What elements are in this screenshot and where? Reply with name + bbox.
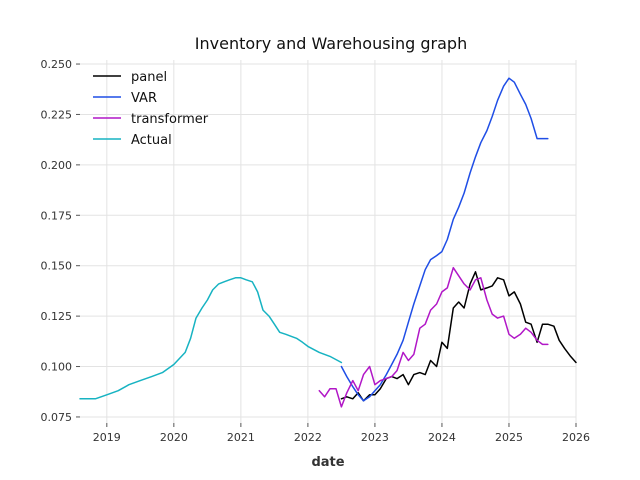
grid-lines — [80, 60, 577, 423]
y-tick-label: 0.250 — [41, 58, 73, 71]
legend-label: transformer — [131, 112, 209, 127]
x-tick-label: 2026 — [562, 431, 590, 444]
x-axis-title: date — [311, 455, 344, 470]
legend-label: Actual — [131, 133, 172, 148]
x-tick-label: 2024 — [428, 431, 456, 444]
legend-label: panel — [131, 70, 167, 85]
series-lines — [79, 77, 577, 408]
y-tick-label: 0.225 — [41, 108, 73, 121]
x-tick-label: 2023 — [361, 431, 389, 444]
y-tick-label: 0.075 — [41, 411, 73, 424]
x-tick-label: 2019 — [93, 431, 121, 444]
series-line-actual — [79, 277, 343, 400]
y-tick-label: 0.100 — [41, 361, 73, 374]
series-line-panel — [340, 271, 577, 402]
y-tick-label: 0.150 — [41, 260, 73, 273]
chart-title: Inventory and Warehousing graph — [195, 34, 467, 53]
x-tick-label: 2022 — [294, 431, 322, 444]
legend-label: VAR — [131, 91, 157, 106]
x-tick-label: 2025 — [495, 431, 523, 444]
series-line-transformer — [318, 266, 549, 408]
x-tick-label: 2021 — [227, 431, 255, 444]
axis-ticks: 2019 2020 2021 2022 2023 2024 2025 2026 0.075 0.1… — [41, 58, 591, 444]
y-tick-label: 0.175 — [41, 209, 73, 222]
series-line-var — [340, 77, 549, 402]
x-tick-label: 2020 — [160, 431, 188, 444]
y-tick-label: 0.200 — [41, 159, 73, 172]
legend: panel VAR transformer Actual — [93, 70, 209, 148]
y-tick-label: 0.125 — [41, 310, 73, 323]
